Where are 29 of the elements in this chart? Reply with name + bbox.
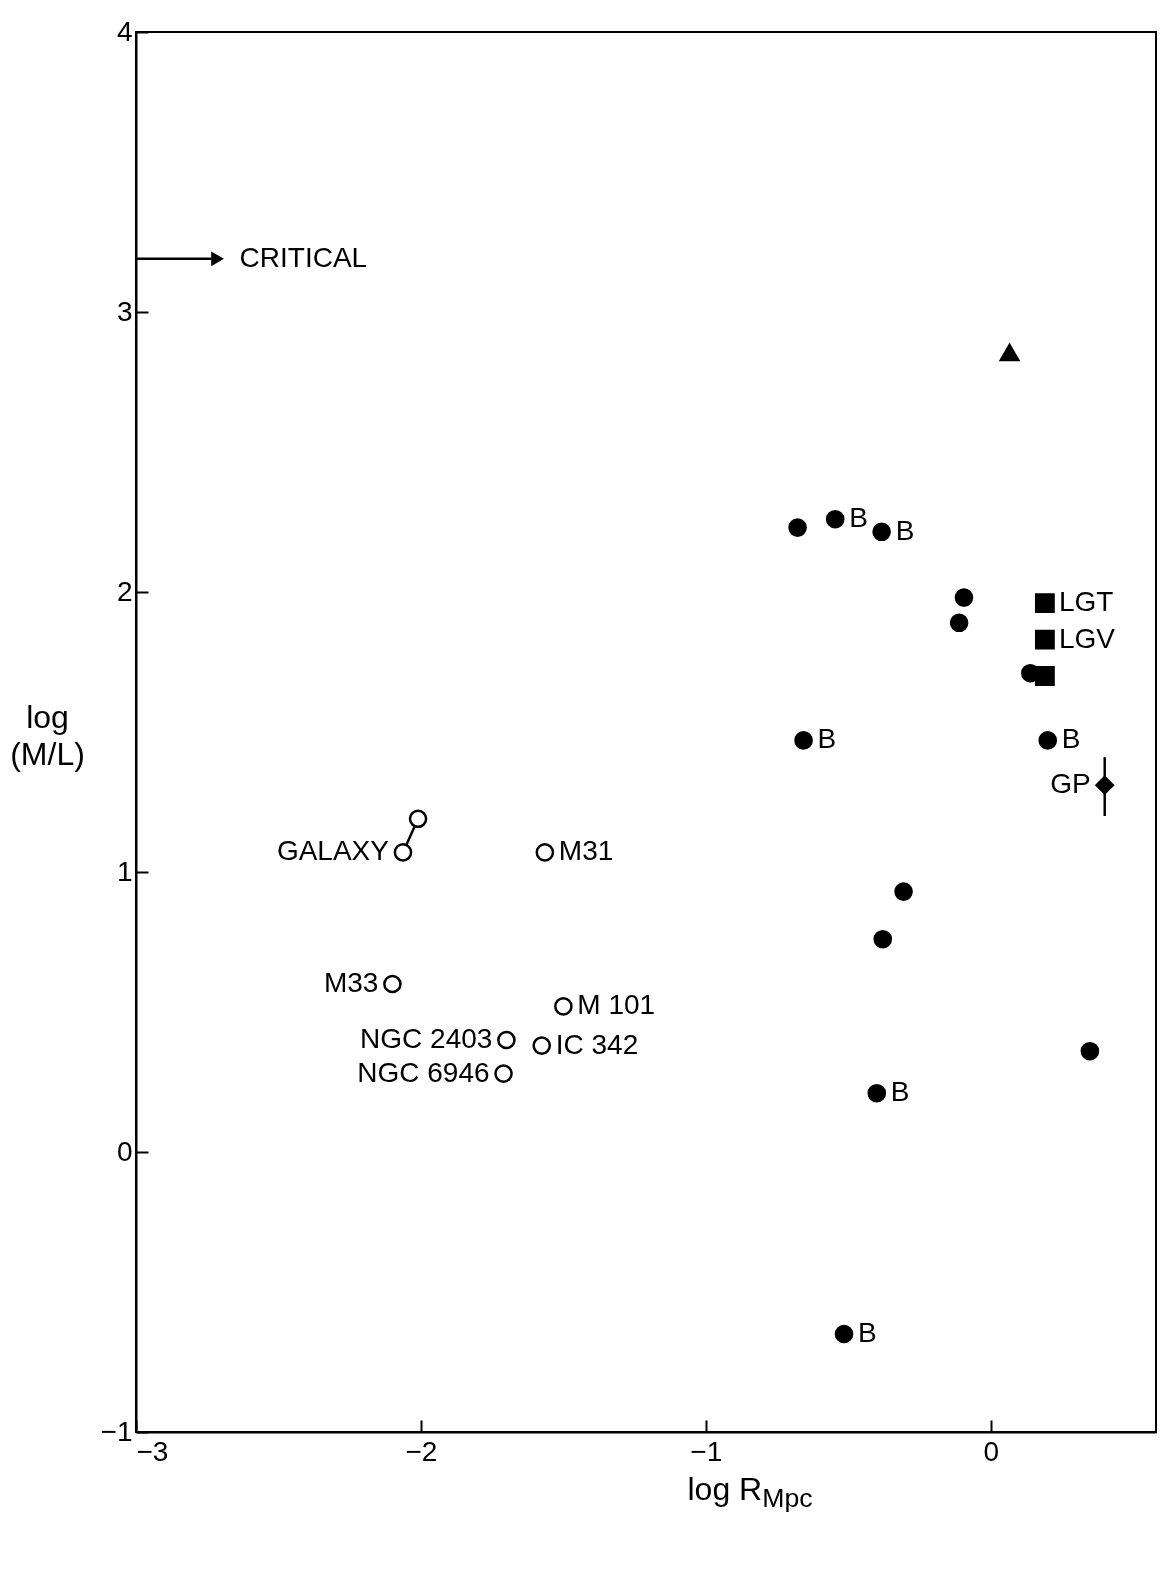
annotation: B xyxy=(1061,723,1081,755)
annotation: GALAXY xyxy=(276,835,390,867)
x-tick-label: −3 xyxy=(136,1435,169,1467)
annotation: LGV xyxy=(1058,622,1116,654)
y-tick-label: −1 xyxy=(100,1415,133,1447)
annotation: M 101 xyxy=(577,989,656,1021)
x-tick-label: 0 xyxy=(983,1435,1000,1467)
annotation: B xyxy=(895,514,915,546)
y-axis-title: log (M/L) xyxy=(9,698,86,773)
y-tick-label: 0 xyxy=(116,1135,133,1167)
x-tick-label: −2 xyxy=(405,1435,438,1467)
annotation: NGC 6946 xyxy=(357,1056,490,1088)
annotation: NGC 2403 xyxy=(360,1023,493,1054)
annotation: B xyxy=(849,502,868,534)
annotation: M33 xyxy=(323,967,379,998)
ref-line-label: CRITICAL xyxy=(239,241,368,273)
x-tick-label: −1 xyxy=(690,1435,723,1467)
x-axis-title: log R$_{Mpc}$ xyxy=(686,1471,814,1515)
annotation: B xyxy=(890,1076,910,1108)
annotation: LGT xyxy=(1058,586,1114,618)
y-tick-label: 1 xyxy=(116,855,133,887)
annotation: IC 342 xyxy=(555,1028,639,1060)
y-tick-label: 3 xyxy=(116,295,133,327)
annotation: B xyxy=(858,1317,877,1348)
annotation: B xyxy=(817,723,837,755)
annotation: GP xyxy=(1050,768,1091,800)
y-tick-label: 4 xyxy=(116,15,133,47)
y-tick-label: 2 xyxy=(116,575,133,607)
annotation: M31 xyxy=(558,835,614,867)
